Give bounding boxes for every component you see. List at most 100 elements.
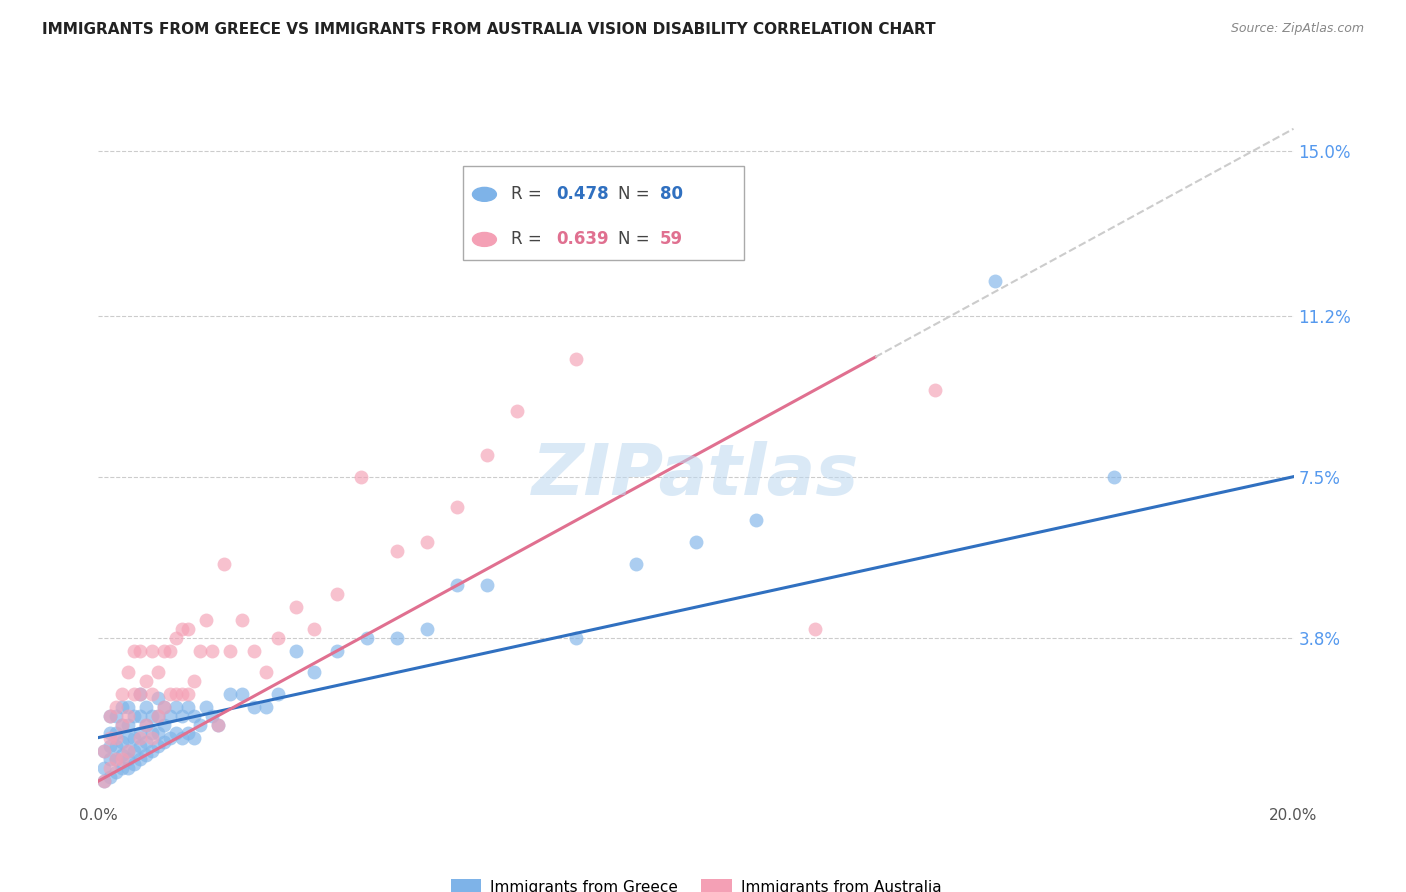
Point <box>195 613 218 627</box>
Point <box>105 731 128 745</box>
Point <box>212 557 235 571</box>
Point <box>231 613 253 627</box>
Point <box>148 708 170 723</box>
Point <box>124 731 146 745</box>
Text: N =: N = <box>619 230 655 249</box>
Point <box>924 383 946 397</box>
Text: Source: ZipAtlas.com: Source: ZipAtlas.com <box>1230 22 1364 36</box>
Point <box>141 708 163 723</box>
Point <box>183 708 205 723</box>
Text: R =: R = <box>510 230 547 249</box>
Point <box>159 708 181 723</box>
Point <box>356 631 378 645</box>
Point <box>129 687 152 701</box>
Point <box>165 631 187 645</box>
Point <box>153 643 176 657</box>
Point <box>105 765 128 780</box>
Point <box>129 643 152 657</box>
Point <box>111 735 134 749</box>
Point <box>117 744 139 758</box>
Point <box>267 687 290 701</box>
Point <box>804 622 827 636</box>
Point <box>207 717 229 731</box>
Point <box>105 700 128 714</box>
Point <box>100 761 122 775</box>
Point <box>284 643 307 657</box>
Point <box>326 587 349 601</box>
Point <box>153 717 176 731</box>
Point <box>105 739 128 754</box>
Point <box>165 726 187 740</box>
Y-axis label: Vision Disability: Vision Disability <box>0 389 8 521</box>
Point <box>141 643 163 657</box>
Text: 59: 59 <box>661 230 683 249</box>
Point <box>153 700 176 714</box>
Point <box>177 726 200 740</box>
Point <box>105 752 128 766</box>
Point <box>385 543 409 558</box>
Point <box>117 744 139 758</box>
Point <box>177 700 200 714</box>
Point <box>124 643 146 657</box>
Point <box>148 739 170 754</box>
Point <box>243 643 266 657</box>
Text: R =: R = <box>510 186 547 203</box>
Point <box>129 752 152 766</box>
Point <box>148 726 170 740</box>
Point <box>111 717 134 731</box>
Point <box>100 770 122 784</box>
Point <box>416 535 439 549</box>
Point <box>141 731 163 745</box>
Legend: Immigrants from Greece, Immigrants from Australia: Immigrants from Greece, Immigrants from … <box>444 873 948 892</box>
Point <box>984 274 1007 288</box>
Point <box>93 761 115 775</box>
Point <box>565 352 588 367</box>
Point <box>172 687 194 701</box>
Point <box>565 631 588 645</box>
Point <box>111 752 134 766</box>
Point <box>111 687 134 701</box>
Point <box>159 687 181 701</box>
Point <box>117 700 139 714</box>
Point <box>326 643 349 657</box>
Point <box>117 708 139 723</box>
Point <box>207 717 229 731</box>
Point <box>446 500 468 514</box>
Point <box>626 557 648 571</box>
Text: 0.478: 0.478 <box>557 186 609 203</box>
Point <box>141 687 163 701</box>
Point <box>111 747 134 762</box>
Point <box>195 700 218 714</box>
Point <box>100 708 122 723</box>
Point <box>124 708 146 723</box>
Point <box>111 717 134 731</box>
Point <box>153 735 176 749</box>
Point <box>105 726 128 740</box>
Circle shape <box>472 187 496 202</box>
Point <box>135 747 157 762</box>
Point <box>129 731 152 745</box>
Point <box>135 717 157 731</box>
Point <box>129 687 152 701</box>
Point <box>159 643 181 657</box>
Point <box>117 752 139 766</box>
Circle shape <box>472 233 496 246</box>
Point <box>446 578 468 592</box>
Point <box>135 735 157 749</box>
Point <box>117 665 139 680</box>
FancyBboxPatch shape <box>463 166 744 260</box>
Point <box>129 726 152 740</box>
Text: 80: 80 <box>661 186 683 203</box>
Text: IMMIGRANTS FROM GREECE VS IMMIGRANTS FROM AUSTRALIA VISION DISABILITY CORRELATIO: IMMIGRANTS FROM GREECE VS IMMIGRANTS FRO… <box>42 22 936 37</box>
Point <box>475 578 498 592</box>
Point <box>254 665 277 680</box>
Point <box>124 687 146 701</box>
Point <box>153 700 176 714</box>
Point <box>165 700 187 714</box>
Point <box>201 643 224 657</box>
Point <box>105 708 128 723</box>
Point <box>219 687 242 701</box>
Point <box>129 739 152 754</box>
Point <box>385 631 409 645</box>
Point <box>93 774 115 789</box>
